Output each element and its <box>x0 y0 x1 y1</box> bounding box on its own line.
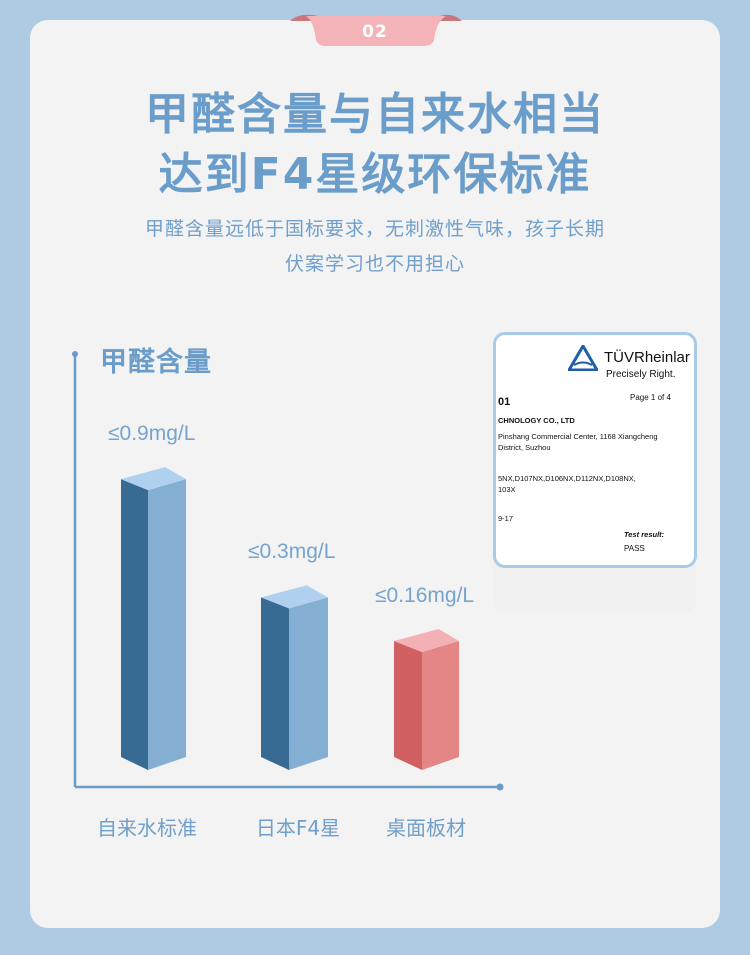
y-axis-end-dot <box>72 351 78 357</box>
badge-tab <box>290 14 462 46</box>
x-axis-end-dot <box>496 783 504 791</box>
headline-line-2: 达到F4星级环保标准 <box>158 149 592 200</box>
cert-tagline: Precisely Right. <box>606 369 676 380</box>
headline-line-1: 甲醛含量与自来水相当 <box>145 89 605 140</box>
certificate-shadow <box>493 560 696 612</box>
category-label: 桌面板材 <box>386 816 466 840</box>
cert-address-1: Pinshang Commercial Center, 1168 Xiangch… <box>498 432 658 441</box>
tuv-logo-icon <box>568 345 598 371</box>
data-label: ≤0.16mg/L <box>375 584 475 607</box>
chart-title: 甲醛含量 <box>100 347 212 378</box>
bar-right-face <box>422 641 459 770</box>
bar-top-face <box>394 629 459 652</box>
cert-date: 9-17 <box>498 514 514 523</box>
bar-right-face <box>148 479 186 770</box>
subtitle-line-1: 甲醛含量远低于国标要求，无刺激性气味，孩子长期 <box>144 218 605 240</box>
bar-left-face <box>261 597 289 770</box>
cert-company: CHNOLOGY CO., LTD <box>498 416 575 425</box>
cert-result: PASS <box>624 544 645 553</box>
bar-left-face <box>121 479 148 770</box>
data-label: ≤0.9mg/L <box>108 422 196 446</box>
section-number: 02 <box>362 22 388 42</box>
bar-top-face <box>121 467 186 491</box>
bar-right-face <box>289 597 328 770</box>
bar-left-face <box>394 641 422 770</box>
cert-result-label: Test result: <box>624 530 665 539</box>
bar-top-face <box>261 585 328 609</box>
category-label: 自来水标准 <box>97 816 197 840</box>
cert-models-1: 5NX,D107NX,D106NX,D112NX,D108NX, <box>498 474 636 483</box>
subtitle-line-2: 伏案学习也不用担心 <box>284 253 465 275</box>
cert-number: 01 <box>498 396 511 408</box>
data-label: ≤0.3mg/L <box>248 540 336 564</box>
category-label: 日本F4星 <box>255 816 341 840</box>
tuv-certificate-image: TÜVRheinlar Precisely Right. 01 Page 1 o… <box>493 332 697 568</box>
cert-models-2: 103X <box>498 485 516 494</box>
cert-brand: TÜVRheinlar <box>604 349 690 366</box>
cert-page: Page 1 of 4 <box>630 393 671 402</box>
cert-address-2: District, Suzhou <box>498 443 551 452</box>
